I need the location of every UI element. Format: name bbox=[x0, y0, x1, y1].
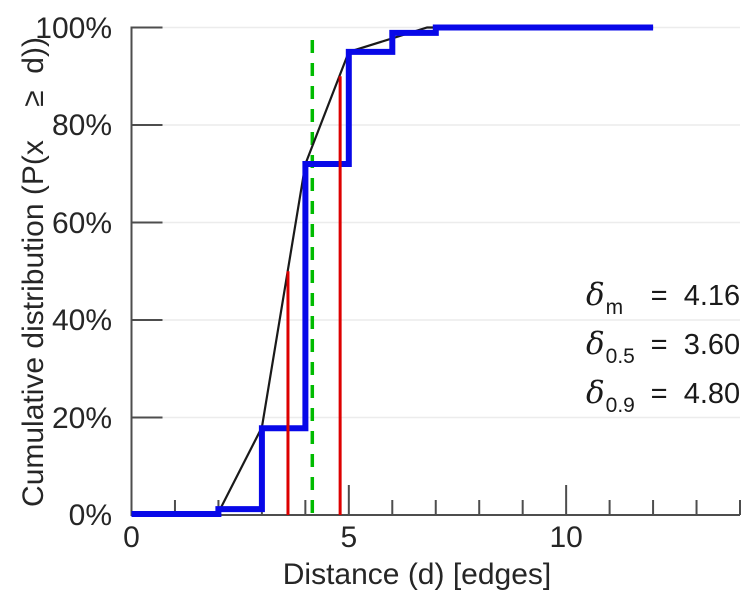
annotation-delta-mean: δ m = 4.16 bbox=[586, 277, 740, 326]
delta-subscript: 0.5 bbox=[605, 345, 635, 368]
axis-ticks bbox=[130, 26, 741, 515]
delta-symbol: δ bbox=[586, 277, 605, 313]
delta-subscript: 0.9 bbox=[605, 394, 635, 417]
delta-symbol: δ bbox=[586, 326, 605, 362]
x-axis-title: Distance (d) [edges] bbox=[282, 558, 552, 591]
delta-symbol: δ bbox=[586, 375, 605, 411]
gridlines bbox=[131, 26, 740, 513]
empirical-cdf-steps-path bbox=[131, 24, 654, 517]
y-tick-label: 100% bbox=[35, 11, 112, 45]
y-tick-label: 60% bbox=[51, 206, 112, 240]
axes bbox=[130, 26, 740, 516]
y-tick-label: 80% bbox=[51, 109, 112, 142]
x-tick-label: 10 bbox=[549, 521, 583, 554]
annotation-delta-p90: δ 0.9 = 4.80 bbox=[586, 375, 740, 424]
delta-value: = 4.16 bbox=[650, 280, 741, 312]
marker-lines bbox=[286, 76, 342, 515]
data-series bbox=[131, 24, 654, 517]
y-tick-label: 40% bbox=[51, 304, 112, 337]
y-tick-label: 0% bbox=[68, 499, 112, 532]
delta-value: = 3.60 bbox=[650, 329, 741, 361]
x-tick-label: 5 bbox=[340, 521, 358, 554]
fitted-cdf-line-path bbox=[217, 26, 654, 514]
x-tick-label: 0 bbox=[123, 521, 140, 554]
y-tick-label: 20% bbox=[51, 401, 112, 435]
statistics-annotations: δ m = 4.16 δ 0.5 = 3.60 δ 0.9 = 4.80 bbox=[586, 277, 740, 424]
annotation-delta-median: δ 0.5 = 3.60 bbox=[586, 326, 740, 375]
delta-value: = 4.80 bbox=[650, 378, 741, 410]
delta-subscript: m bbox=[605, 296, 624, 319]
y-axis-title: Cumulative distribution (P(x ≥ d)) bbox=[17, 37, 50, 507]
